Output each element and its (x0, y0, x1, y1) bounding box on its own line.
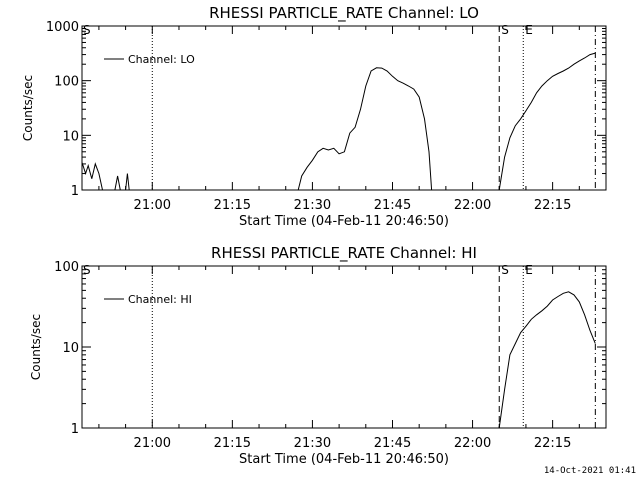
chart2-x-tick-label: 22:15 (534, 436, 571, 451)
chart2-marker-label-e: E (525, 263, 533, 277)
chart1-series-line (297, 67, 433, 191)
chart1-title: RHESSI PARTICLE_RATE Channel: LO (209, 4, 479, 23)
chart2-x-axis-label: Start Time (04-Feb-11 20:46:50) (239, 452, 449, 467)
chart1-x-tick-label: 22:15 (534, 198, 571, 213)
chart2-series-line (498, 291, 596, 429)
chart1-y-tick-label: 1000 (46, 20, 79, 35)
chart1-x-tick-label: 21:15 (214, 198, 251, 213)
plot-timestamp: 14-Oct-2021 01:41 (543, 466, 636, 476)
chart1-series-line (498, 52, 596, 191)
chart2-y-tick-label: 10 (62, 341, 79, 356)
chart2-y-tick-label: 100 (54, 260, 79, 275)
chart2-legend-entry: Channel: HI (128, 293, 192, 306)
chart1-y-tick-label: 10 (62, 129, 79, 144)
chart1-x-tick-label: 21:30 (294, 198, 331, 213)
chart2-x-tick-label: 22:00 (454, 436, 491, 451)
chart1-series-line (114, 175, 121, 191)
chart1-legend-entry: Channel: LO (128, 53, 195, 66)
chart1-y-tick-label: 1 (71, 184, 79, 199)
chart1-plot-frame (81, 25, 607, 191)
chart2-y-tick-label: 1 (71, 422, 79, 437)
chart1-x-axis-label: Start Time (04-Feb-11 20:46:50) (239, 214, 449, 229)
chart2-marker-label-s-start: S (83, 263, 91, 277)
chart2-title: RHESSI PARTICLE_RATE Channel: HI (211, 244, 477, 263)
chart1-series-line (81, 162, 103, 191)
chart2-x-tick-label: 21:30 (294, 436, 331, 451)
chart1-series-line (125, 173, 130, 191)
chart2-plot-frame (81, 265, 607, 429)
chart2-x-tick-label: 21:45 (374, 436, 411, 451)
chart1-y-axis-label: Counts/sec (21, 75, 35, 141)
chart1-x-tick-label: 21:45 (374, 198, 411, 213)
chart1-x-tick-label: 21:00 (134, 198, 171, 213)
chart1-y-tick-label: 100 (54, 75, 79, 90)
chart1-x-tick-label: 22:00 (454, 198, 491, 213)
chart1-marker-label-s: S (501, 23, 509, 37)
chart2-marker-label-s: S (501, 263, 509, 277)
chart2-x-tick-label: 21:15 (214, 436, 251, 451)
chart2-y-axis-label: Counts/sec (29, 314, 43, 380)
chart1-marker-label-s-start: S (83, 23, 91, 37)
chart1-marker-label-e: E (525, 23, 533, 37)
chart2-x-tick-label: 21:00 (134, 436, 171, 451)
